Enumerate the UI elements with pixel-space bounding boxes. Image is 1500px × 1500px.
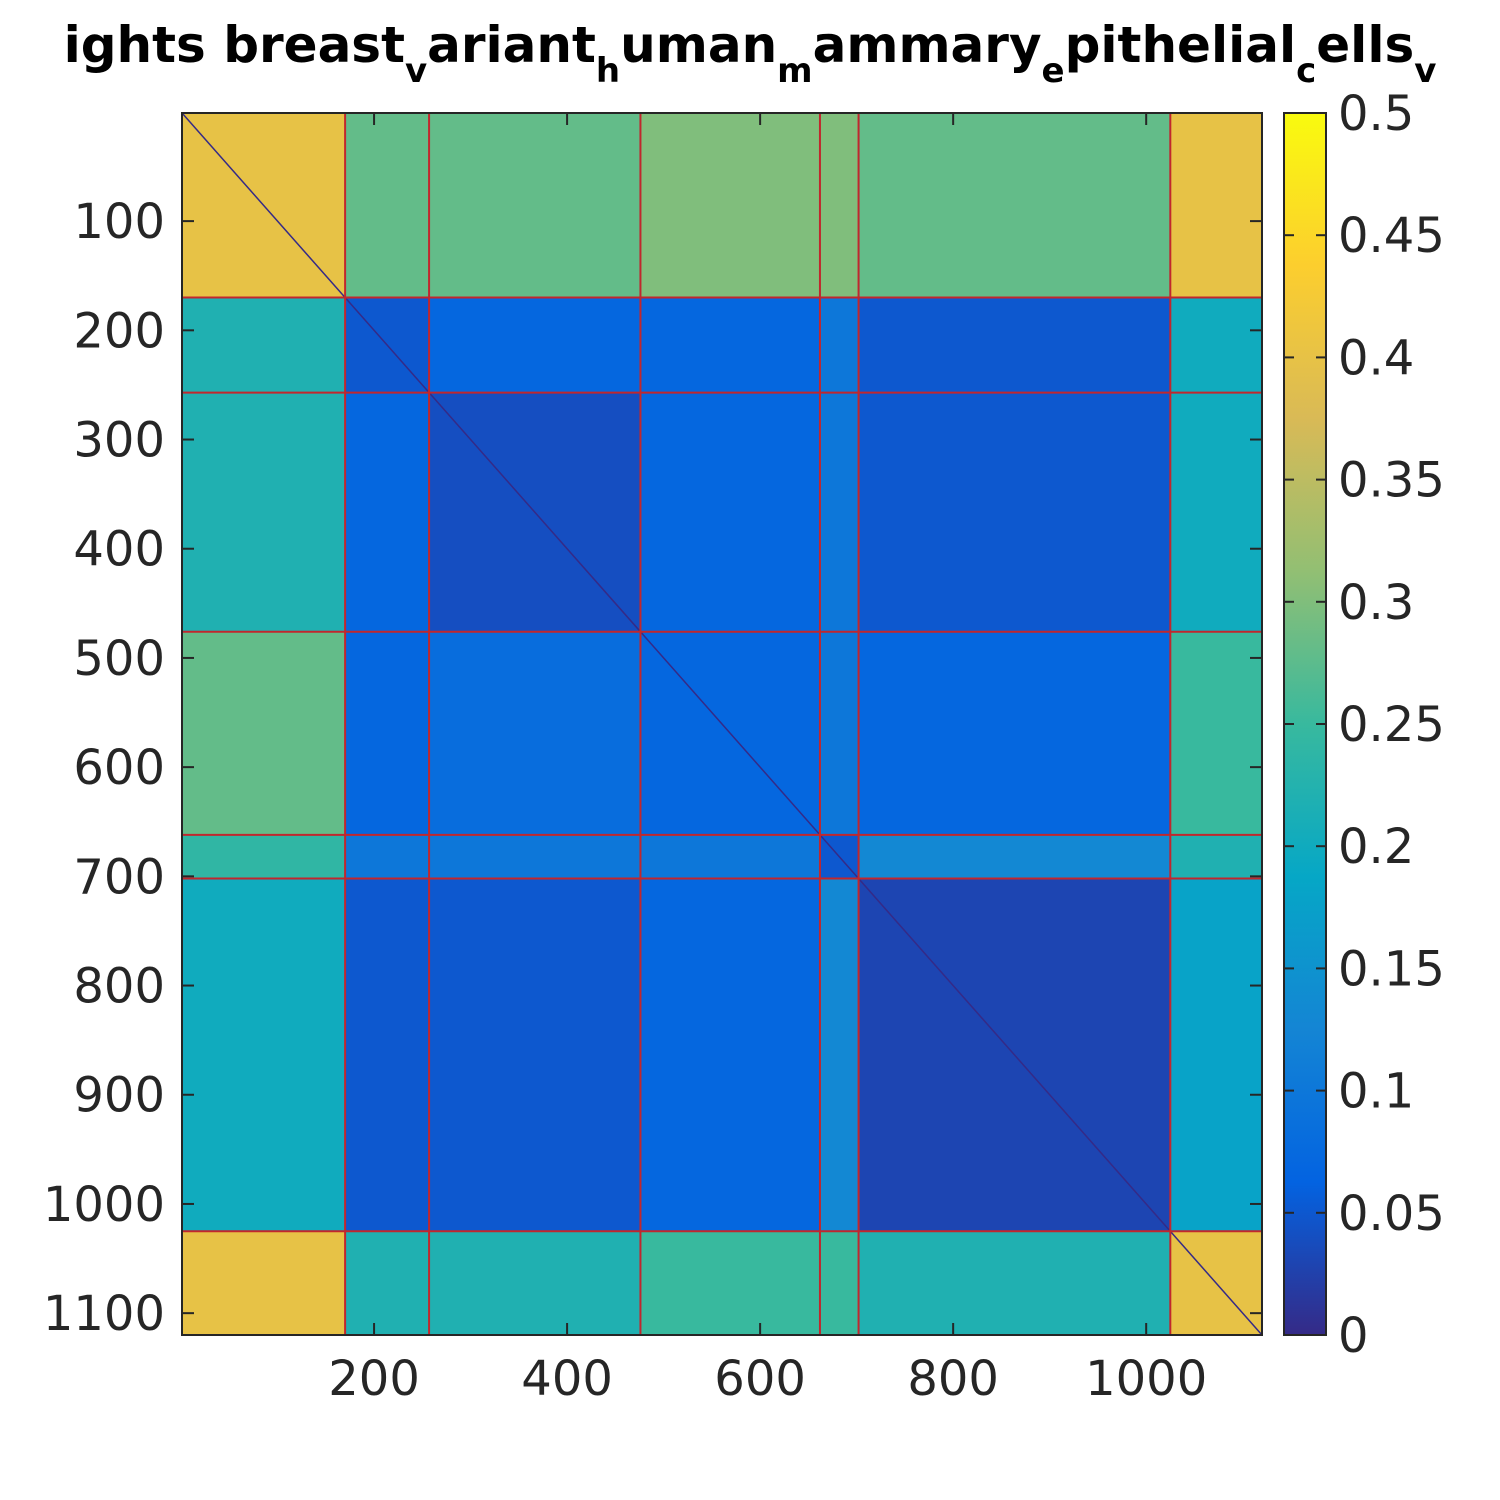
colorbar-axis: 0 0.05 0.1 0.15 0.2 0.25 0.3 0.35 0.4 0.45 0.5	[1284, 86, 1445, 1364]
heatmap-block	[819, 392, 859, 632]
diagonal-line	[182, 113, 1262, 1335]
cluster-boundaries	[182, 113, 1262, 1335]
x-tick-label: 400	[521, 1351, 613, 1407]
y-tick-label: 600	[73, 740, 165, 796]
title-subscript: e	[1042, 51, 1065, 91]
y-tick-label: 100	[73, 194, 165, 250]
title-subscript: c	[1296, 51, 1316, 91]
colorbar-tick-label: 0.45	[1338, 208, 1445, 264]
heatmap-block	[640, 113, 820, 298]
heatmap-block	[345, 631, 430, 835]
y-tick-label: 800	[73, 959, 165, 1015]
colorbar-tick-label: 0.2	[1338, 819, 1414, 875]
heatmap-block	[858, 113, 1171, 298]
title-segment: ights breast	[64, 16, 405, 74]
title-segment: ariant	[427, 16, 596, 74]
heatmap-block	[429, 1231, 641, 1335]
heatmap-block	[182, 631, 346, 835]
x-tick-label: 600	[714, 1351, 806, 1407]
y-axis: 100 200 300 400 500 600 700 800 900 1000 1100	[43, 194, 1262, 1342]
heatmap-block	[640, 834, 820, 879]
heatmap-block	[640, 878, 820, 1232]
colorbar-tick-label: 0.5	[1338, 86, 1414, 142]
heatmap-block	[345, 392, 430, 632]
heatmap-block	[819, 297, 859, 393]
chart-title: ights breastvarianthumanmammaryepithelia…	[64, 16, 1437, 91]
y-tick-label: 700	[73, 849, 165, 905]
y-tick-label: 500	[73, 631, 165, 687]
heatmap-block	[182, 297, 346, 393]
heatmap-block	[345, 1231, 430, 1335]
colorbar-tick-label: 0.15	[1338, 941, 1445, 997]
heatmap-block	[182, 834, 346, 879]
y-tick-label: 200	[73, 303, 165, 359]
heatmap-block	[1170, 297, 1262, 393]
heatmap-block	[429, 631, 641, 835]
colorbar-tick-label: 0.4	[1338, 330, 1414, 386]
colorbar-tick-label: 0	[1338, 1308, 1369, 1364]
heatmap-block	[182, 878, 346, 1232]
heatmap	[182, 113, 1262, 1335]
x-tick-label: 800	[907, 1351, 999, 1407]
heatmap-block	[858, 631, 1171, 835]
heatmap-block	[345, 113, 430, 298]
y-tick-label: 400	[73, 522, 165, 578]
y-tick-label: 900	[73, 1068, 165, 1124]
title-segment: ells	[1316, 16, 1414, 74]
y-tick-label: 300	[73, 413, 165, 469]
y-tick-label: 1100	[43, 1286, 165, 1342]
x-tick-label: 200	[328, 1351, 420, 1407]
heatmap-block	[819, 631, 859, 835]
heatmap-block	[345, 834, 430, 879]
title-segment: uman	[620, 16, 777, 74]
heatmap-block	[858, 392, 1171, 632]
colorbar-tick-label: 0.05	[1338, 1186, 1445, 1242]
title-subscript: v	[405, 51, 427, 91]
heatmap-block	[819, 113, 859, 298]
y-tick-label: 1000	[43, 1177, 165, 1233]
colorbar-tick-label: 0.35	[1338, 453, 1445, 509]
x-tick-label: 1000	[1085, 1351, 1207, 1407]
title-subscript: v	[1414, 51, 1436, 91]
heatmap-block	[1170, 113, 1262, 298]
heatmap-block	[182, 1231, 346, 1335]
heatmap-block	[1170, 392, 1262, 632]
heatmap-block	[429, 113, 641, 298]
x-axis: 200 400 600 800 1000	[328, 113, 1207, 1407]
heatmap-block	[429, 297, 641, 393]
heatmap-block	[1170, 631, 1262, 835]
heatmap-block	[819, 878, 859, 1232]
heatmap-block	[1170, 878, 1262, 1232]
heatmap-block	[429, 878, 641, 1232]
heatmap-block	[640, 392, 820, 632]
heatmap-block	[640, 297, 820, 393]
heatmap-block	[858, 1231, 1171, 1335]
heatmap-block	[1170, 834, 1262, 879]
heatmap-block	[429, 834, 641, 879]
heatmap-block	[640, 1231, 820, 1335]
colorbar-tick-label: 0.25	[1338, 697, 1445, 753]
heatmap-block	[182, 392, 346, 632]
title-segment: pithelial	[1065, 16, 1297, 74]
heatmap-block	[858, 834, 1171, 879]
heatmap-block	[858, 297, 1171, 393]
title-subscript: m	[777, 51, 812, 91]
title-segment: ammary	[813, 16, 1042, 74]
heatmap-block	[819, 1231, 859, 1335]
plot-frame	[181, 112, 1263, 1336]
colorbar-tick-label: 0.1	[1338, 1064, 1414, 1120]
heatmap-block	[345, 878, 430, 1232]
colorbar-tick-label: 0.3	[1338, 575, 1414, 631]
title-subscript: h	[596, 51, 620, 91]
